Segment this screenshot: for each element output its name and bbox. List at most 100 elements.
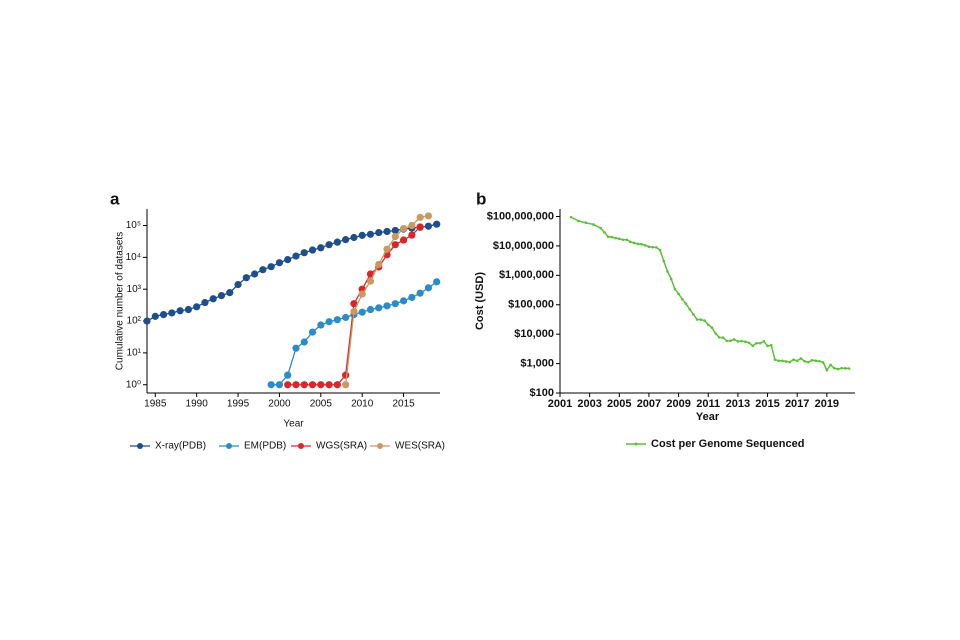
- data-point: [193, 303, 201, 311]
- data-point: [201, 298, 209, 307]
- panel-label: a: [110, 189, 120, 208]
- data-point: [599, 226, 603, 230]
- data-point: [814, 359, 818, 363]
- x-tick-label: 2009: [666, 398, 690, 410]
- data-point: [358, 290, 366, 298]
- data-point: [747, 341, 751, 345]
- data-point: [629, 240, 632, 244]
- data-point: [308, 381, 317, 389]
- y-tick-label: $100,000: [508, 299, 554, 311]
- data-point: [695, 318, 699, 321]
- data-point: [821, 361, 825, 364]
- data-point: [292, 381, 300, 389]
- data-point: [366, 270, 375, 278]
- x-tick-label: 2005: [310, 399, 333, 410]
- x-tick-label: 2010: [351, 399, 374, 410]
- data-point: [758, 341, 762, 345]
- x-tick-label: 2000: [268, 399, 291, 410]
- data-point: [217, 291, 226, 300]
- x-tick-label: 2003: [577, 398, 601, 410]
- data-point: [736, 340, 740, 343]
- data-point: [688, 307, 692, 311]
- x-tick-label: 2005: [607, 398, 631, 410]
- data-point: [803, 359, 806, 363]
- legend-label: WGS(SRA): [316, 441, 367, 452]
- legend-marker: [377, 443, 383, 449]
- data-point: [784, 360, 788, 363]
- x-tick-label: 2001: [548, 398, 572, 410]
- data-point: [151, 312, 159, 320]
- data-point: [342, 381, 350, 389]
- data-point: [366, 230, 375, 238]
- data-point: [714, 332, 717, 335]
- data-point: [416, 223, 424, 231]
- data-point: [366, 305, 375, 314]
- legend-label: Cost per Genome Sequenced: [651, 438, 804, 450]
- x-axis-label: Year: [283, 419, 304, 430]
- data-point: [391, 241, 399, 249]
- data-point: [625, 238, 629, 242]
- data-point: [159, 310, 168, 319]
- data-point: [732, 338, 736, 341]
- data-point: [292, 344, 300, 352]
- data-point: [325, 318, 333, 326]
- data-point: [333, 381, 341, 389]
- data-point: [350, 300, 358, 308]
- data-point: [275, 259, 284, 267]
- data-point: [317, 244, 325, 252]
- data-point: [603, 231, 606, 234]
- data-point: [342, 236, 350, 244]
- data-point: [829, 363, 832, 367]
- y-tick-label: $100,000,000: [487, 210, 554, 222]
- legend-marker: [298, 443, 304, 449]
- data-point: [300, 381, 308, 389]
- data-point: [391, 232, 399, 241]
- data-point: [259, 266, 267, 274]
- data-point: [433, 220, 441, 228]
- y-axis-label: Cumulative number of datasets: [115, 232, 126, 370]
- data-point: [325, 381, 333, 389]
- data-point: [391, 226, 399, 235]
- data-point: [729, 339, 732, 343]
- data-point: [755, 341, 758, 345]
- data-point: [825, 368, 829, 372]
- data-point: [333, 316, 341, 324]
- data-point: [614, 236, 617, 240]
- data-point: [317, 381, 325, 389]
- data-point: [308, 328, 317, 336]
- data-point: [366, 277, 375, 285]
- x-tick-label: 1985: [144, 399, 167, 410]
- data-point: [669, 277, 673, 281]
- data-point: [762, 339, 766, 343]
- data-point: [168, 309, 176, 317]
- y-axis-label: Cost (USD): [474, 272, 486, 330]
- y-tick-label: $10,000,000: [493, 240, 554, 252]
- series-line: [344, 215, 429, 385]
- y-tick-label: 10⁵: [126, 220, 141, 231]
- data-point: [342, 313, 350, 322]
- panel-label: b: [476, 189, 486, 208]
- x-tick-label: 2013: [726, 398, 750, 410]
- data-point: [844, 367, 847, 370]
- data-point: [725, 339, 729, 343]
- data-point: [788, 360, 792, 364]
- data-point: [275, 381, 284, 389]
- data-point: [300, 338, 308, 346]
- data-point: [840, 366, 843, 370]
- legend-marker: [634, 442, 638, 446]
- data-point: [769, 343, 773, 347]
- x-tick-label: 2015: [392, 399, 415, 410]
- data-point: [391, 300, 399, 308]
- y-tick-label: 10⁰: [126, 379, 141, 390]
- series-line: [570, 216, 850, 372]
- legend-label: EM(PDB): [244, 441, 286, 452]
- legend-label: X-ray(PDB): [155, 441, 206, 452]
- x-tick-label: 2017: [785, 398, 809, 410]
- x-axis-label: Year: [696, 411, 720, 423]
- data-point: [234, 280, 242, 289]
- data-point: [308, 246, 317, 254]
- data-point: [710, 326, 714, 329]
- data-point: [242, 274, 250, 282]
- data-point: [284, 256, 292, 264]
